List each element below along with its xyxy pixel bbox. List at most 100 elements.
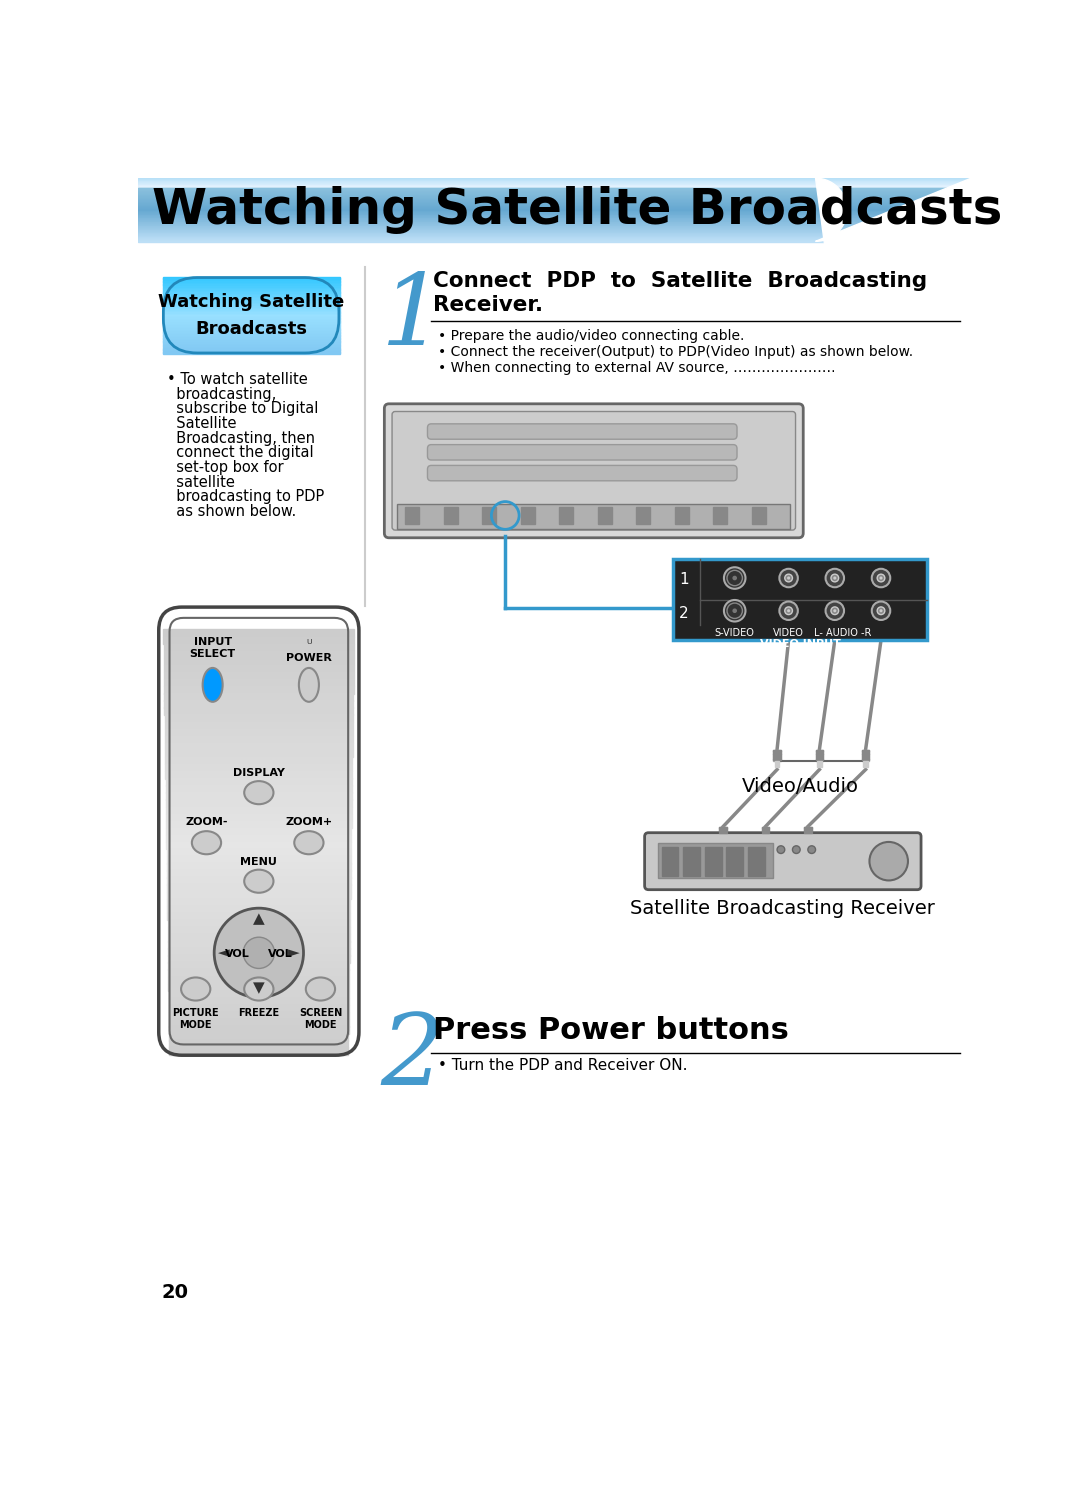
Circle shape xyxy=(784,575,792,582)
Text: ZOOM+: ZOOM+ xyxy=(286,817,332,827)
Bar xyxy=(804,830,812,832)
Text: Broadcasts: Broadcasts xyxy=(195,321,307,339)
Bar xyxy=(164,714,353,722)
Bar xyxy=(559,506,573,524)
Bar xyxy=(169,1034,348,1041)
Bar xyxy=(169,977,349,985)
Text: • Prepare the audio/video connecting cable.: • Prepare the audio/video connecting cab… xyxy=(438,330,744,343)
Text: • Connect the receiver(Output) to PDP(Video Input) as shown below.: • Connect the receiver(Output) to PDP(Vi… xyxy=(438,346,913,359)
Circle shape xyxy=(214,909,304,998)
Text: ▲: ▲ xyxy=(253,910,265,925)
Bar xyxy=(168,913,351,921)
Bar xyxy=(162,296,340,297)
Bar xyxy=(162,328,340,330)
Bar xyxy=(166,742,353,750)
Bar xyxy=(168,949,349,956)
Text: POWER: POWER xyxy=(286,653,332,662)
Bar xyxy=(162,291,340,293)
Bar xyxy=(816,750,823,751)
Circle shape xyxy=(779,601,797,621)
Bar xyxy=(167,885,351,892)
FancyBboxPatch shape xyxy=(427,423,737,440)
Circle shape xyxy=(777,846,784,854)
Bar xyxy=(162,307,340,309)
Ellipse shape xyxy=(245,870,274,892)
Ellipse shape xyxy=(245,977,274,1001)
Bar xyxy=(162,346,340,347)
Bar xyxy=(162,318,340,321)
Bar xyxy=(163,665,354,673)
Bar xyxy=(162,350,340,352)
Bar xyxy=(168,941,349,949)
Bar xyxy=(675,506,688,524)
Circle shape xyxy=(833,576,836,579)
Bar xyxy=(162,303,340,304)
Bar xyxy=(162,284,340,285)
FancyBboxPatch shape xyxy=(427,465,737,481)
Text: Satellite: Satellite xyxy=(168,416,237,431)
Bar xyxy=(720,830,727,832)
Text: 2: 2 xyxy=(679,606,689,621)
Ellipse shape xyxy=(181,977,210,1001)
FancyBboxPatch shape xyxy=(392,411,795,530)
Text: broadcasting to PDP: broadcasting to PDP xyxy=(168,489,325,505)
Circle shape xyxy=(826,601,844,621)
Bar xyxy=(658,843,774,878)
Bar xyxy=(163,637,354,644)
Bar xyxy=(713,506,727,524)
Bar xyxy=(816,759,823,760)
Bar xyxy=(162,281,340,284)
Bar xyxy=(168,898,351,906)
Bar xyxy=(166,778,352,786)
Ellipse shape xyxy=(202,668,223,702)
Bar xyxy=(162,288,340,290)
Text: MENU: MENU xyxy=(240,857,277,867)
Bar xyxy=(167,870,351,878)
Text: INPUT
SELECT: INPUT SELECT xyxy=(189,637,236,659)
Bar xyxy=(162,331,340,333)
Bar xyxy=(775,762,779,768)
Bar xyxy=(673,560,927,640)
Bar xyxy=(762,827,769,836)
Bar xyxy=(167,891,351,898)
Text: PICTURE
MODE: PICTURE MODE xyxy=(172,1008,219,1031)
Bar xyxy=(170,1047,348,1054)
Bar xyxy=(166,806,352,814)
Circle shape xyxy=(733,609,737,613)
Circle shape xyxy=(733,576,737,581)
Text: DISPLAY: DISPLAY xyxy=(233,768,285,778)
Bar xyxy=(520,506,535,524)
Circle shape xyxy=(808,846,816,854)
Bar xyxy=(720,827,727,829)
Bar xyxy=(166,786,352,793)
Bar xyxy=(166,763,353,772)
Bar xyxy=(166,799,352,806)
FancyBboxPatch shape xyxy=(384,404,803,538)
Bar xyxy=(162,347,340,349)
Bar xyxy=(167,878,351,885)
Bar xyxy=(164,701,354,708)
Ellipse shape xyxy=(192,832,221,854)
Bar xyxy=(162,321,340,324)
Bar xyxy=(762,827,769,829)
Bar xyxy=(162,294,340,296)
Bar xyxy=(861,756,870,757)
Bar xyxy=(162,319,340,322)
Bar xyxy=(167,842,352,849)
Bar xyxy=(166,771,353,778)
Bar xyxy=(774,753,781,754)
Text: Watching Satellite: Watching Satellite xyxy=(158,293,344,312)
Bar xyxy=(163,630,354,637)
Text: 20: 20 xyxy=(161,1283,188,1302)
Text: 1: 1 xyxy=(679,572,689,587)
Bar xyxy=(774,750,781,762)
Text: ◄: ◄ xyxy=(219,946,230,961)
Bar xyxy=(163,658,354,665)
Bar xyxy=(483,506,496,524)
Circle shape xyxy=(724,600,745,622)
Text: satellite: satellite xyxy=(168,475,235,490)
Bar xyxy=(167,835,352,842)
Circle shape xyxy=(878,607,885,615)
Text: • To watch satellite: • To watch satellite xyxy=(168,373,308,388)
Bar xyxy=(162,300,340,301)
